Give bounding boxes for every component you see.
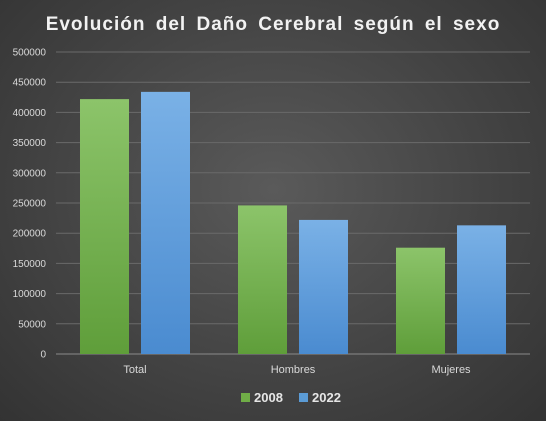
x-axis-categories: Total Hombres Mujeres xyxy=(123,364,471,376)
gridlines xyxy=(56,51,530,355)
bar-mujeres-2022 xyxy=(457,225,506,354)
y-tick-label: 300000 xyxy=(13,168,47,179)
y-tick-label: 0 xyxy=(40,350,46,361)
y-tick-label: 250000 xyxy=(13,199,47,210)
legend-label-2008: 2008 xyxy=(254,390,283,405)
y-tick-label: 350000 xyxy=(13,138,47,149)
bars xyxy=(80,91,506,354)
x-category-label: Hombres xyxy=(271,364,316,376)
y-tick-label: 450000 xyxy=(13,78,47,89)
bar-mujeres-2008 xyxy=(396,247,445,354)
y-axis-ticks: 0 50000 100000 150000 200000 250000 300000 3500… xyxy=(13,48,47,361)
y-tick-label: 400000 xyxy=(13,108,47,119)
legend: 2008 2022 xyxy=(241,390,341,405)
y-tick-label: 150000 xyxy=(13,259,47,270)
x-category-label: Total xyxy=(123,364,146,376)
y-tick-label: 500000 xyxy=(13,48,47,59)
bar-total-2022 xyxy=(141,91,190,354)
x-category-label: Mujeres xyxy=(431,364,471,376)
bar-hombres-2008 xyxy=(238,205,287,354)
chart-title: Evolución del Daño Cerebral según el sex… xyxy=(46,14,501,35)
y-tick-label: 200000 xyxy=(13,229,47,240)
legend-swatch-2022 xyxy=(299,393,308,402)
bar-hombres-2022 xyxy=(299,219,348,354)
legend-swatch-2008 xyxy=(241,393,250,402)
y-tick-label: 50000 xyxy=(18,319,46,330)
legend-label-2022: 2022 xyxy=(312,390,341,405)
bar-total-2008 xyxy=(80,99,129,354)
y-tick-label: 100000 xyxy=(13,289,47,300)
